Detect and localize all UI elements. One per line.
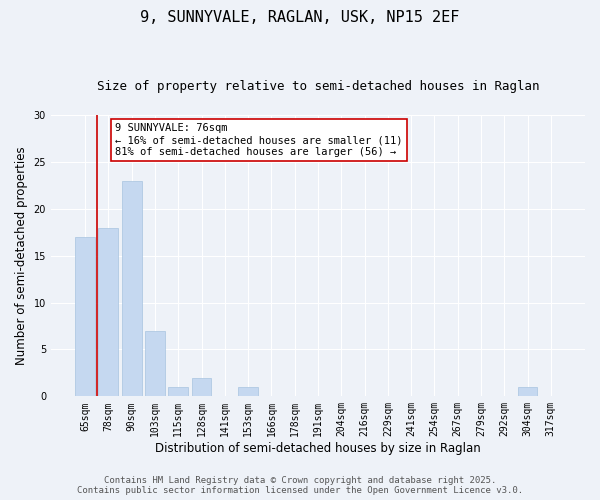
Title: Size of property relative to semi-detached houses in Raglan: Size of property relative to semi-detach…	[97, 80, 539, 93]
Bar	[75, 237, 95, 396]
Bar	[518, 387, 538, 396]
Bar	[169, 387, 188, 396]
Bar	[145, 330, 165, 396]
Y-axis label: Number of semi-detached properties: Number of semi-detached properties	[15, 146, 28, 365]
Bar	[191, 378, 211, 396]
Text: Contains HM Land Registry data © Crown copyright and database right 2025.
Contai: Contains HM Land Registry data © Crown c…	[77, 476, 523, 495]
Text: 9, SUNNYVALE, RAGLAN, USK, NP15 2EF: 9, SUNNYVALE, RAGLAN, USK, NP15 2EF	[140, 10, 460, 25]
Bar	[98, 228, 118, 396]
Bar	[122, 180, 142, 396]
Text: 9 SUNNYVALE: 76sqm
← 16% of semi-detached houses are smaller (11)
81% of semi-de: 9 SUNNYVALE: 76sqm ← 16% of semi-detache…	[115, 124, 403, 156]
Bar	[238, 387, 258, 396]
X-axis label: Distribution of semi-detached houses by size in Raglan: Distribution of semi-detached houses by …	[155, 442, 481, 455]
